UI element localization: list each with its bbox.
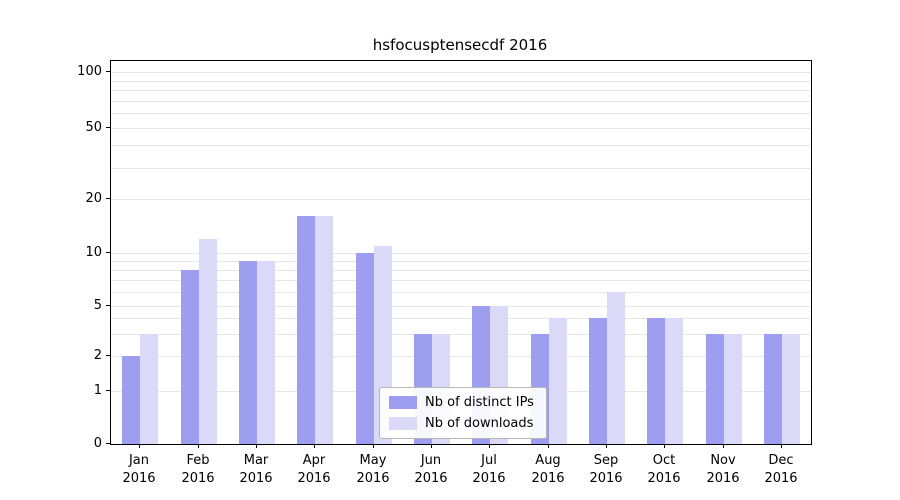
bar-distinct-ips-sep: [589, 318, 607, 444]
y-tick-label-100: 100: [77, 64, 102, 79]
gridline-10: [111, 253, 811, 254]
x-tick-mark-jun: [431, 444, 432, 448]
y-tick-label-5: 5: [93, 298, 102, 313]
y-tick-label-1: 1: [93, 383, 102, 398]
gridline-9: [111, 261, 811, 262]
x-tick-mark-apr: [314, 444, 315, 448]
gridline-5: [111, 306, 811, 307]
bar-distinct-ips-mar: [239, 261, 257, 444]
x-tick-label-mar: Mar 2016: [239, 453, 273, 486]
x-tick-mark-jul: [489, 444, 490, 448]
legend-swatch-distinct-ips: [389, 396, 417, 409]
legend-label-distinct-ips: Nb of distinct IPs: [425, 395, 534, 410]
gridline-40: [111, 145, 811, 146]
bar-downloads-aug: [549, 318, 567, 444]
x-tick-label-jun: Jun 2016: [414, 453, 448, 486]
x-tick-mark-feb: [198, 444, 199, 448]
x-tick-label-aug: Aug 2016: [531, 453, 565, 486]
legend: Nb of distinct IPs Nb of downloads: [379, 387, 547, 439]
bar-downloads-feb: [199, 239, 217, 444]
y-tick-label-2: 2: [93, 348, 102, 363]
legend-label-downloads: Nb of downloads: [425, 416, 534, 431]
x-tick-label-may: May 2016: [356, 453, 390, 486]
x-tick-label-sep: Sep 2016: [589, 453, 623, 486]
plot-area: Nb of distinct IPs Nb of downloads: [110, 60, 812, 445]
gridline-6: [111, 292, 811, 293]
y-tick-label-50: 50: [85, 120, 102, 135]
x-tick-mark-oct: [664, 444, 665, 448]
x-tick-label-jan: Jan 2016: [122, 453, 156, 486]
bar-downloads-jan: [140, 334, 158, 444]
bar-distinct-ips-nov: [706, 334, 724, 444]
gridline-8: [111, 270, 811, 271]
gridline-3: [111, 334, 811, 335]
bar-distinct-ips-apr: [297, 216, 315, 444]
gridline-2: [111, 356, 811, 357]
gridline-70: [111, 101, 811, 102]
y-tick-mark-20: [106, 198, 110, 199]
gridline-7: [111, 280, 811, 281]
bar-downloads-nov: [724, 334, 742, 444]
bar-distinct-ips-feb: [181, 270, 199, 444]
x-tick-mark-nov: [723, 444, 724, 448]
y-tick-mark-5: [106, 305, 110, 306]
bar-distinct-ips-may: [356, 253, 374, 444]
y-tick-mark-1: [106, 390, 110, 391]
gridline-60: [111, 113, 811, 114]
x-tick-label-jul: Jul 2016: [472, 453, 506, 486]
y-tick-mark-0: [106, 443, 110, 444]
gridline-20: [111, 199, 811, 200]
x-tick-label-feb: Feb 2016: [181, 453, 215, 486]
x-tick-label-dec: Dec 2016: [764, 453, 798, 486]
gridline-90: [111, 81, 811, 82]
gridline-100: [111, 72, 811, 73]
y-tick-mark-2: [106, 355, 110, 356]
legend-item-downloads: Nb of downloads: [389, 416, 534, 431]
x-tick-mark-dec: [781, 444, 782, 448]
x-tick-label-oct: Oct 2016: [647, 453, 681, 486]
y-tick-mark-10: [106, 252, 110, 253]
x-tick-label-nov: Nov 2016: [706, 453, 740, 486]
legend-item-distinct-ips: Nb of distinct IPs: [389, 395, 534, 410]
y-tick-mark-50: [106, 127, 110, 128]
bar-downloads-sep: [607, 292, 625, 444]
chart-title: hsfocusptensecdf 2016: [372, 36, 548, 54]
y-tick-label-10: 10: [85, 245, 102, 260]
x-tick-mark-aug: [548, 444, 549, 448]
bar-distinct-ips-jan: [122, 356, 140, 444]
gridline-50: [111, 128, 811, 129]
y-tick-mark-100: [106, 71, 110, 72]
bar-distinct-ips-oct: [647, 318, 665, 444]
bar-downloads-apr: [315, 216, 333, 444]
y-tick-label-20: 20: [85, 191, 102, 206]
gridline-30: [111, 168, 811, 169]
bar-downloads-mar: [257, 261, 275, 444]
gridline-80: [111, 90, 811, 91]
y-tick-label-0: 0: [93, 436, 102, 451]
x-tick-mark-mar: [256, 444, 257, 448]
bar-downloads-oct: [665, 318, 683, 444]
legend-swatch-downloads: [389, 417, 417, 430]
bar-downloads-dec: [782, 334, 800, 444]
x-tick-mark-sep: [606, 444, 607, 448]
x-tick-label-apr: Apr 2016: [297, 453, 331, 486]
x-tick-mark-jan: [139, 444, 140, 448]
bar-distinct-ips-dec: [764, 334, 782, 444]
x-tick-mark-may: [373, 444, 374, 448]
gridline-4: [111, 318, 811, 319]
